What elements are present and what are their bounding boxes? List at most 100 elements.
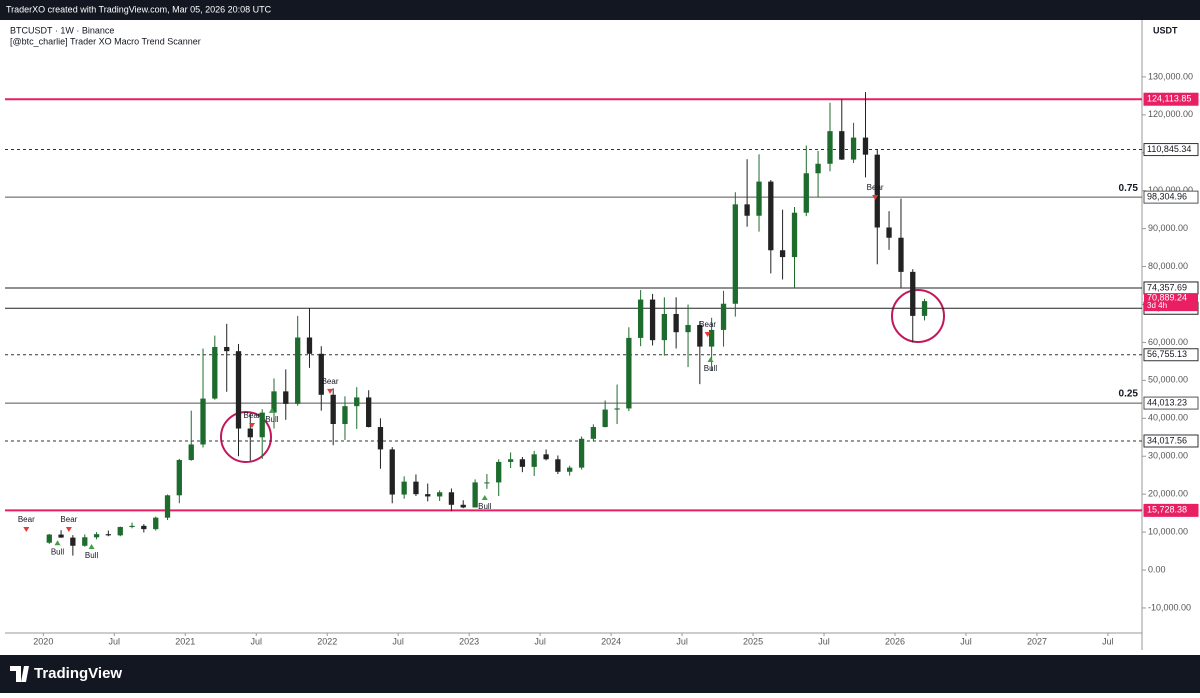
candle-body [58,534,64,538]
x-tick-label: 2027 [1027,636,1047,646]
y-tick-label: 80,000.00 [1148,261,1188,271]
fib-label: 0.75 [1119,183,1139,194]
candle-body [436,492,443,497]
candle-body [247,428,253,438]
candle-body [176,460,182,496]
signal-label: Bear [322,377,339,386]
x-tick-label: 2026 [885,636,905,646]
y-tick-label: 40,000.00 [1148,413,1188,423]
x-tick-label: Jul [392,636,404,646]
candle-body [874,154,880,228]
level-label: 44,013.23 [1147,397,1187,407]
candle-body [46,534,52,543]
level-label-box [1143,190,1199,204]
signal-label: Bear [699,320,716,329]
candle-body [413,481,419,495]
candle-body [531,454,537,467]
candle-body [803,173,809,213]
candle-body [685,324,691,333]
candle-body [164,495,171,518]
candle-body [306,337,313,354]
candle-body [354,397,360,407]
candle-body [330,394,336,424]
signal-marker [872,195,879,201]
candle-body [910,271,916,316]
candle-body [637,299,644,338]
candle-body [117,526,123,536]
signal-marker [327,388,334,394]
signal-marker [704,331,711,337]
x-tick-label: Jul [960,636,972,646]
candle-body [649,299,656,341]
candle-body [448,492,455,505]
candle-body [850,137,857,160]
level-label-box [1143,348,1199,362]
candle-body [259,412,265,438]
signal-marker [481,495,488,501]
brand: TradingView [34,665,122,682]
candle-body [661,313,667,341]
x-tick-label: 2022 [317,636,337,646]
x-tick-label: Jul [676,636,688,646]
candle-body [839,131,845,160]
candle-body [720,303,727,330]
candle-body [578,438,585,468]
x-tick-label: 2020 [33,636,53,646]
countdown: 3d 4h [1147,301,1167,310]
candle-body [732,204,738,304]
candle-body [543,454,549,460]
candle-body [389,449,395,495]
last-price-box [1144,293,1198,312]
candle-body [756,181,762,216]
candle-body [425,494,431,497]
level-label-box [1143,143,1199,157]
y-tick-label: 60,000.00 [1148,337,1188,347]
candle-body [708,329,715,347]
signal-label: Bull [85,551,99,560]
signal-marker [248,423,255,429]
candle-body [791,212,798,258]
y-tick-label: 130,000.00 [1148,71,1193,81]
candle-body [496,461,502,483]
top-bar [0,0,1200,20]
level-label-box [1143,396,1199,410]
level-label-box [1143,503,1199,517]
x-tick-label: 2025 [743,636,763,646]
y-tick-label: 10,000.00 [1148,526,1188,536]
highlight-circle [220,411,272,463]
candle-body [768,181,774,251]
y-tick-label: -10,000.00 [1148,602,1191,612]
candle-body [555,459,561,472]
candle-body [614,408,620,410]
candle-body [318,353,324,395]
x-tick-label: 2024 [601,636,621,646]
signal-marker [65,526,72,532]
x-tick-label: Jul [1102,636,1114,646]
signal-label: Bull [265,415,279,424]
signal-label: Bull [51,547,65,556]
candle-body [779,250,786,258]
last-price: 70,889.24 [1147,293,1187,303]
y-tick-label: 30,000.00 [1148,451,1188,461]
level-label: 124,113.85 [1147,94,1191,104]
x-tick-label: Jul [534,636,546,646]
x-tick-label: Jul [109,636,121,646]
y-tick-label: 20,000.00 [1148,489,1188,499]
level-label: 15,728.38 [1147,505,1187,515]
logo [10,666,29,682]
currency: USDT [1153,25,1178,35]
candle-body [921,301,928,316]
candle-body [82,537,88,546]
candle-body [602,409,608,428]
signal-label: Bear [18,515,35,524]
signal-label: Bear [244,411,261,420]
y-tick-label: 50,000.00 [1148,375,1188,385]
candle-body [235,351,242,429]
candle-body [519,459,526,467]
candle-body [673,313,679,333]
candle-body [141,525,147,530]
candle-body [626,337,632,409]
bottom-bar [0,655,1200,693]
